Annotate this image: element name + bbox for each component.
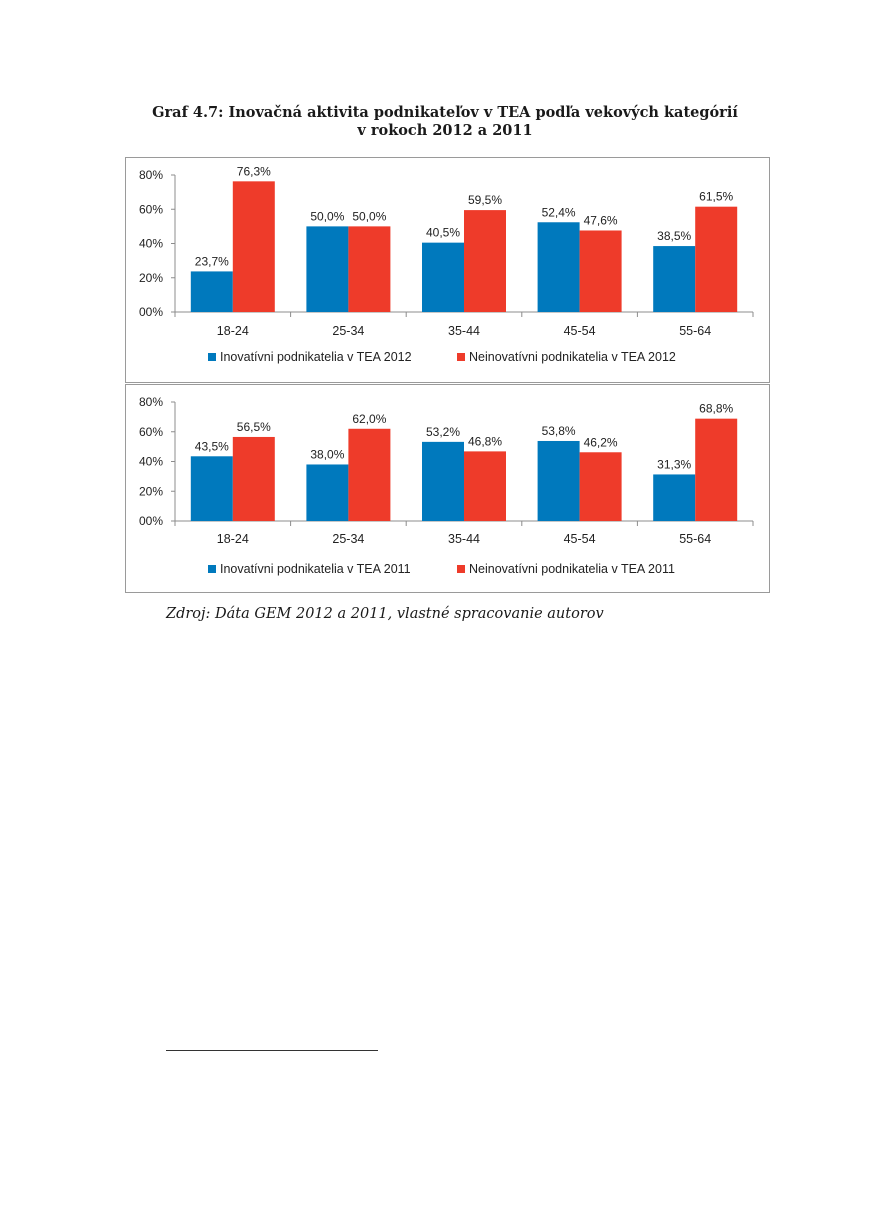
chart-2011-svg: 00% 20% 40% 60% 80% 18-24 25-34 35-44 45-54 55-64… <box>139 395 754 576</box>
bar-value-label: 53,8% <box>542 424 576 438</box>
x-category-label: 35-44 <box>448 324 480 338</box>
bar-value-label: 56,5% <box>237 420 271 434</box>
bar-non-innovative <box>695 418 738 521</box>
legend-label: Neinovatívni podnikatelia v TEA 2011 <box>469 562 675 576</box>
y-tick-label: 40% <box>139 237 163 251</box>
bar-innovative <box>190 271 233 312</box>
figure-title: Graf 4.7: Inovačná aktivita podnikateľov… <box>120 104 770 140</box>
y-tick-label: 80% <box>139 395 163 409</box>
chart-2012-svg: 00% 20% 40% 60% 80% 18-24 25-34 35-44 45-54 55-64… <box>139 164 754 364</box>
bar-value-label: 38,5% <box>657 229 691 243</box>
bar-non-innovative <box>348 226 391 312</box>
y-tick-label: 20% <box>139 484 163 498</box>
bar-innovative <box>306 464 349 521</box>
figure-title-line2: v rokoch 2012 a 2011 <box>357 122 533 139</box>
bar-value-label: 47,6% <box>584 213 618 227</box>
bar-value-label: 53,2% <box>426 425 460 439</box>
bar-innovative <box>422 242 464 312</box>
footnote-divider <box>166 1050 378 1051</box>
bar-innovative <box>653 474 696 521</box>
x-category-label: 55-64 <box>679 532 711 546</box>
legend-label: Inovatívni podnikatelia v TEA 2012 <box>220 350 412 364</box>
y-tick-label: 00% <box>139 305 163 319</box>
legend-swatch <box>208 565 216 573</box>
bar-innovative <box>422 441 464 521</box>
legend-label: Inovatívni podnikatelia v TEA 2011 <box>220 562 411 576</box>
y-tick-label: 60% <box>139 202 163 216</box>
bar-value-label: 43,5% <box>195 439 229 453</box>
legend-swatch <box>457 565 465 573</box>
bar-value-label: 38,0% <box>310 447 344 461</box>
bar-non-innovative <box>232 181 275 312</box>
x-category-label: 45-54 <box>564 532 596 546</box>
bar-value-label: 59,5% <box>468 193 502 207</box>
source-note: Zdroj: Dáta GEM 2012 a 2011, vlastné spr… <box>166 606 604 622</box>
bar-value-label: 23,7% <box>195 254 229 268</box>
figure-title-line1: Graf 4.7: Inovačná aktivita podnikateľov… <box>152 104 738 121</box>
bar-value-label: 76,3% <box>237 164 271 178</box>
y-tick-label: 00% <box>139 514 163 528</box>
y-tick-label: 60% <box>139 425 163 439</box>
bar-value-label: 46,2% <box>584 435 618 449</box>
x-category-label: 25-34 <box>332 324 364 338</box>
bar-non-innovative <box>232 436 275 521</box>
bar-value-label: 68,8% <box>699 402 733 416</box>
bar-innovative <box>190 456 233 521</box>
y-tick-label: 40% <box>139 455 163 469</box>
bar-value-label: 50,0% <box>352 209 386 223</box>
bar-non-innovative <box>695 206 738 312</box>
y-tick-label: 80% <box>139 168 163 182</box>
bar-non-innovative <box>464 451 506 521</box>
bar-innovative <box>537 222 580 312</box>
bar-non-innovative <box>579 230 622 312</box>
bar-value-label: 31,3% <box>657 457 691 471</box>
bar-non-innovative <box>348 428 391 521</box>
y-tick-label: 20% <box>139 271 163 285</box>
legend-swatch <box>457 353 465 361</box>
x-category-label: 25-34 <box>332 532 364 546</box>
bar-value-label: 40,5% <box>426 226 460 240</box>
bar-innovative <box>653 246 696 312</box>
bar-value-label: 52,4% <box>542 205 576 219</box>
x-category-label: 45-54 <box>564 324 596 338</box>
bar-value-label: 62,0% <box>352 412 386 426</box>
x-category-label: 18-24 <box>217 324 249 338</box>
bar-non-innovative <box>464 210 506 312</box>
x-category-label: 55-64 <box>679 324 711 338</box>
legend-label: Neinovatívni podnikatelia v TEA 2012 <box>469 350 676 364</box>
bar-non-innovative <box>579 452 622 521</box>
bar-value-label: 50,0% <box>310 209 344 223</box>
bar-value-label: 46,8% <box>468 434 502 448</box>
chart-2012: 00% 20% 40% 60% 80% 18-24 25-34 35-44 45-54 55-64… <box>125 157 770 383</box>
legend-swatch <box>208 353 216 361</box>
bar-value-label: 61,5% <box>699 190 733 204</box>
chart-2011: 00% 20% 40% 60% 80% 18-24 25-34 35-44 45-54 55-64… <box>125 384 770 593</box>
x-category-label: 18-24 <box>217 532 249 546</box>
bar-innovative <box>306 226 349 312</box>
x-category-label: 35-44 <box>448 532 480 546</box>
bar-innovative <box>537 440 580 521</box>
